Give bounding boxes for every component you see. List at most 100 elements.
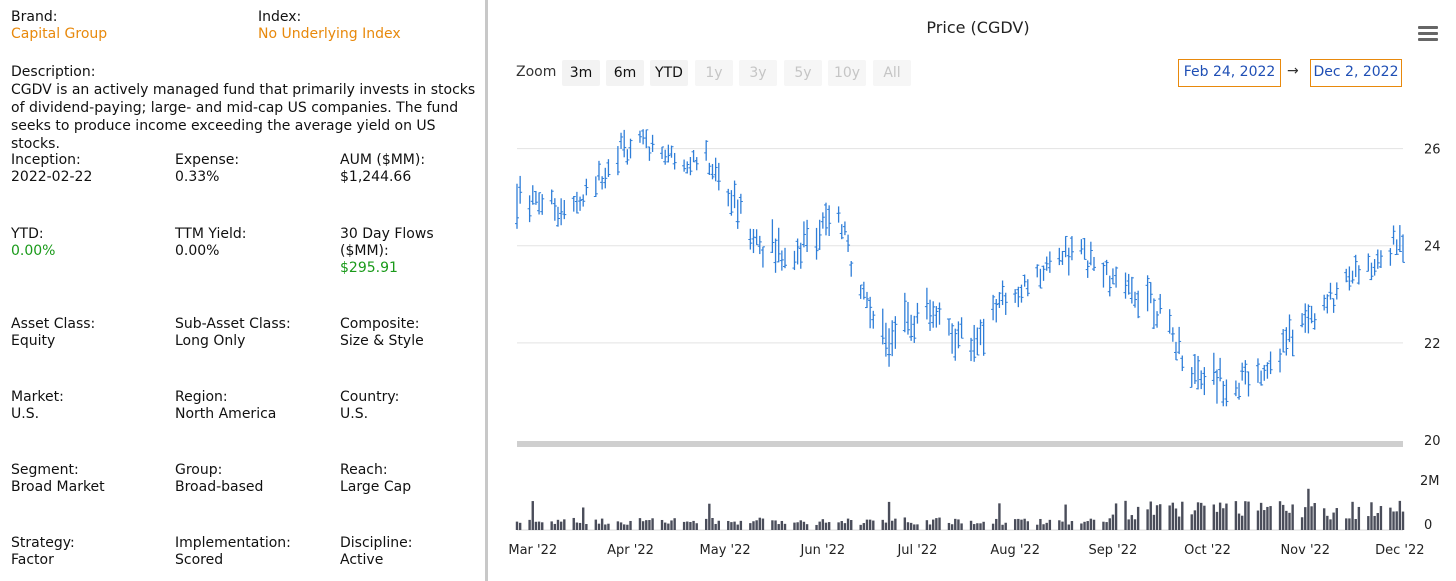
country-value: U.S. [340,406,369,422]
index-label: Index: [258,9,302,25]
region-field: Region: North America [175,389,276,423]
volume-bar [607,523,610,530]
volume-bar [1392,511,1395,530]
x-tick-label: Mar '22 [508,543,557,558]
zoom-1y-button[interactable]: 1y [695,60,733,86]
volume-bar [850,520,853,530]
volume-bar [1281,504,1285,530]
zoom-5y-button[interactable]: 5y [784,60,822,86]
volume-bar [667,523,670,530]
volume-bar [771,520,774,530]
volume-bar [626,524,629,530]
volume-bar [780,520,784,530]
volume-bar [730,522,733,530]
volume-bar [623,524,626,530]
volume-bar [1263,510,1266,530]
asset-class-field: Asset Class: Equity [11,316,95,350]
volume-bar [1351,501,1354,530]
y-tick-label: 22 [1424,337,1441,352]
volume-bar [1398,500,1402,530]
zoom-label: Zoom [516,64,557,80]
volume-bar [651,518,654,530]
implementation-value: Scored [175,552,224,568]
volume-bar [995,518,998,530]
flows-value: $295.91 [340,260,398,276]
volume-bar [1237,513,1241,530]
composite-value: Size & Style [340,333,424,349]
volume-bar [859,524,862,530]
x-tick-label: Jul '22 [896,543,937,558]
zoom-6m-button[interactable]: 6m [606,60,644,86]
volume-bar [616,521,620,530]
volume-bar [1039,518,1042,530]
volume-bar [1023,518,1026,530]
volume-bar [1092,519,1096,530]
volume-bar [947,522,951,530]
sub-asset-class-value: Long Only [175,333,246,349]
volume-bar [717,520,720,530]
volume-bar [1001,524,1004,530]
segment-field: Segment: Broad Market [11,462,105,496]
volume-bar [749,523,752,530]
volume-bar [894,518,897,530]
ttm-yield-field: TTM Yield: 0.00% [175,226,246,260]
volume-bar [1247,501,1250,530]
zoom-all-button[interactable]: All [873,60,911,86]
volume-bar [1013,519,1017,530]
x-tick-label: Apr '22 [607,543,654,558]
zoom-ytd-button[interactable]: YTD [650,60,688,86]
volume-bar [600,518,604,530]
description-value: CGDV is an actively managed fund that pr… [11,82,476,152]
volume-bar [796,522,799,530]
volume-bar [982,521,985,530]
volume-bar [909,522,913,530]
volume-bar [815,524,818,530]
volume-bar [881,519,884,530]
volume-bar [1171,502,1175,530]
volume-bar [553,523,557,530]
volume-bar [1256,510,1260,530]
volume-bar [972,524,976,530]
price-chart[interactable]: 20 22 24 26 0 2M Mar '22 Apr '22 May '22 Jun '22 J… [488,0,1456,581]
volume-bar [541,522,544,530]
reach-value: Large Cap [340,479,412,495]
inception-label: Inception: [11,152,81,168]
flows-label-line1: 30 Day Flows [340,226,434,242]
volume-bar [686,521,689,530]
volume-bar [868,519,872,530]
volume-bar [559,521,563,530]
brand-value: Capital Group [11,26,108,42]
volume-bar [843,523,847,530]
zoom-3m-button[interactable]: 3m [562,60,600,86]
volume-bar [818,521,821,530]
flows-label-line2: ($MM): [340,243,389,259]
volume-bar [682,521,686,530]
volume-bar [805,524,809,530]
volume-bar [1149,501,1152,530]
description-field: Description: CGDV is an actively managed… [11,63,476,153]
volume-bar [1212,504,1216,530]
volume-bar [1114,503,1118,530]
volume-bar [660,519,664,530]
zoom-3y-button[interactable]: 3y [739,60,777,86]
to-date-input[interactable]: Dec 2, 2022 [1310,59,1402,87]
volume-bar [824,522,828,530]
x-tick-label: Jun '22 [800,543,846,558]
hamburger-menu-icon[interactable] [1418,26,1438,42]
volume-bar [689,522,692,530]
from-date-input[interactable]: Feb 24, 2022 [1178,59,1281,87]
volume-bar [976,523,979,530]
strategy-label: Strategy: [11,535,75,551]
zoom-10y-button[interactable]: 10y [828,60,866,86]
x-tick-label: Aug '22 [990,543,1040,558]
volume-bar [1067,524,1070,530]
volume-bar [1285,510,1288,530]
volume-tick-label: 0 [1424,518,1432,533]
volume-bar [1215,511,1219,530]
volume-bar [645,520,648,530]
volume-bar [736,524,739,530]
volume-bar [1354,518,1357,530]
volume-bar [1086,521,1089,530]
volume-bar [1174,508,1178,530]
y-tick-label: 24 [1424,240,1441,255]
